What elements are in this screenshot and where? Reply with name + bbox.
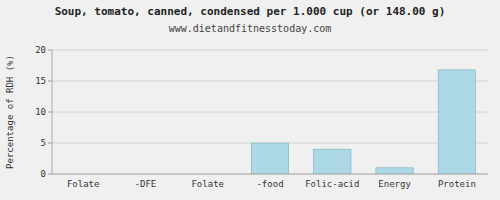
axis-label: Percentage of RDH (%) bbox=[5, 55, 15, 169]
y-axis-line bbox=[52, 50, 53, 174]
x-axis-line bbox=[52, 174, 488, 175]
bar bbox=[314, 149, 351, 174]
grid-line bbox=[52, 81, 488, 82]
grid-line bbox=[52, 50, 488, 51]
tick-label: 15 bbox=[35, 76, 46, 86]
tick-mark bbox=[48, 81, 52, 82]
tick-label: Folate bbox=[67, 179, 100, 189]
tick-label: Folic-acid bbox=[305, 179, 359, 189]
tick-mark bbox=[48, 174, 52, 175]
bar bbox=[376, 168, 413, 174]
tick-label: -DFE bbox=[135, 179, 157, 189]
tick-label: 5 bbox=[41, 138, 46, 148]
tick-mark bbox=[48, 143, 52, 144]
bar bbox=[251, 143, 288, 174]
tick-label: 20 bbox=[35, 45, 46, 55]
title: Soup, tomato, canned, condensed per 1.00… bbox=[55, 5, 446, 18]
grid-line bbox=[52, 174, 488, 175]
tick-label: -food bbox=[256, 179, 283, 189]
tick-mark bbox=[48, 112, 52, 113]
grid-line bbox=[52, 112, 488, 113]
subtitle: www.dietandfitnesstoday.com bbox=[169, 23, 332, 34]
tick-label: 0 bbox=[41, 169, 46, 179]
x-axis: Folate -DFE Folate -food Folic-acid Energy Pro… bbox=[67, 179, 476, 189]
tick-label: Protein bbox=[438, 179, 476, 189]
bar bbox=[438, 70, 475, 174]
chart: 0 5 10 15 20 Folate -DFE Folate -food Folic-acid E… bbox=[0, 0, 500, 200]
tick-label: 10 bbox=[35, 107, 46, 117]
tick-label: Folate bbox=[191, 179, 224, 189]
tick-mark bbox=[48, 50, 52, 51]
y-axis: 0 5 10 15 20 bbox=[35, 45, 488, 179]
tick-label: Energy bbox=[378, 179, 411, 189]
bars bbox=[251, 70, 475, 174]
background bbox=[0, 0, 500, 200]
